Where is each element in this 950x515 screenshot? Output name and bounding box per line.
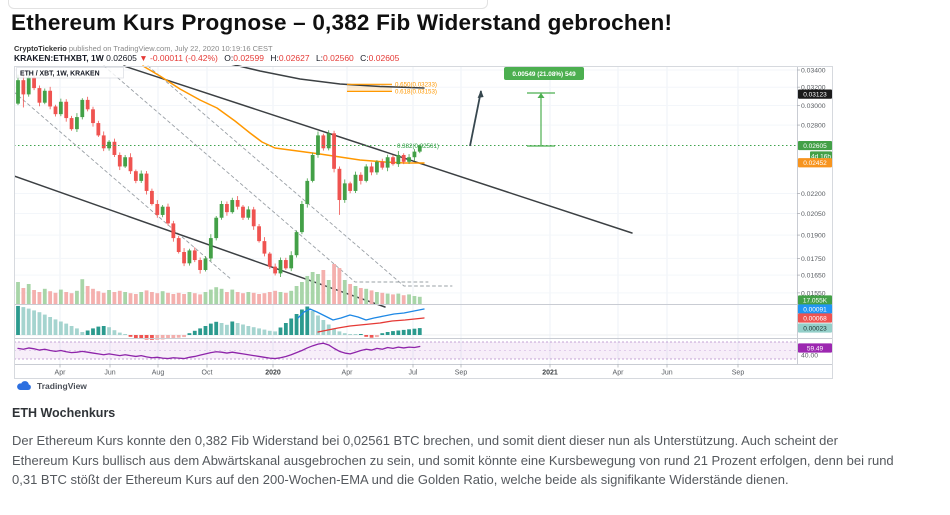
ema-orange-line — [142, 65, 425, 164]
fib-channel-dashed-line — [147, 65, 453, 287]
price-badge — [798, 313, 832, 323]
section-heading: ETH Wochenkurs — [12, 406, 116, 420]
breakout-arrow — [469, 90, 482, 147]
legend-box — [16, 67, 124, 79]
tradingview-logo-icon — [17, 381, 31, 391]
fib-channel-dashed-line — [103, 65, 429, 283]
high-value: 0.02627 — [278, 53, 310, 63]
measure-arrowhead — [537, 93, 545, 98]
price-badge-label: 0.00068 — [803, 315, 827, 322]
low-label: L: — [315, 53, 324, 63]
open-label: O: — [224, 53, 234, 63]
price-badge — [798, 89, 832, 99]
price-badge-label: 59.49 — [807, 345, 824, 352]
price-badge-label: 0.00023 — [803, 325, 827, 332]
time-axis-label: Apr — [342, 370, 354, 377]
chart-byline: CryptoTickerio published on TradingView.… — [14, 44, 273, 53]
chart-symbol-row: KRAKEN:ETHXBT, 1W 0.02605 ▼ -0.00011 (-0… — [14, 53, 399, 63]
article-paragraph: Der Ethereum Kurs konnte den 0,382 Fib W… — [12, 433, 894, 487]
time-axis-label: Sep — [455, 370, 468, 377]
measure-label: 0.00549 (21.08%) 549 — [512, 71, 576, 78]
fib-level-label: 0.650(0.03233) — [395, 81, 437, 88]
price-axis-label: 0.03000 — [801, 103, 826, 110]
oscillator-histogram — [16, 305, 422, 340]
rsi-line — [17, 342, 421, 360]
byline-author: CryptoTickerio — [14, 44, 67, 53]
tradingview-attribution[interactable]: TradingView — [16, 380, 87, 391]
last-price: 0.02605 — [106, 53, 137, 63]
price-badge — [798, 323, 832, 333]
volume-bars — [16, 264, 422, 304]
price-badge-label: 0.02605 — [803, 143, 827, 150]
price-badge-label: 4d 16h — [811, 153, 831, 160]
price-axis-label: 0.03200 — [801, 85, 826, 92]
chart-border — [14, 66, 833, 379]
time-axis-label: Aug — [152, 370, 165, 377]
price-badge-label: 0.00091 — [803, 306, 827, 313]
price-badge — [798, 343, 832, 353]
price-change: ▼ -0.00011 (-0.42%) — [139, 53, 218, 63]
fib-channel-dashed-line — [14, 91, 233, 281]
chart-legend: ETH / XBT, 1W, KRAKEN — [20, 70, 100, 77]
price-axis-label: 0.03400 — [801, 67, 826, 74]
price-axis-label: 0.02050 — [801, 211, 826, 218]
byline-text: published on TradingView.com, July 22, 2… — [66, 44, 273, 53]
time-axis-label: Apr — [55, 370, 67, 377]
price-badge — [798, 158, 832, 168]
tradingview-wordmark: TradingView — [37, 380, 87, 391]
price-axis-label: 0.02800 — [801, 122, 826, 129]
price-axis-label: 0.02200 — [801, 191, 826, 198]
price-badge — [798, 304, 832, 314]
close-value: 0.02605 — [368, 53, 400, 63]
price-badge — [798, 295, 832, 305]
measure-label-box — [504, 67, 584, 80]
price-axis-label: 0.01650 — [801, 273, 826, 280]
time-axis-label: Jun — [661, 370, 672, 377]
price-axis-label: 0.01550 — [801, 290, 826, 297]
close-label: C: — [360, 53, 369, 63]
fib-level-label: 0.618(0.03153) — [395, 89, 437, 96]
price-axis-label: 0.01900 — [801, 232, 826, 239]
time-axis-label: Sep — [732, 370, 745, 377]
candles — [16, 71, 422, 277]
price-badge-label: 17.055K — [803, 297, 828, 304]
ema-200w-line — [231, 65, 425, 89]
tradingview-chart: 0.382(0.02561) 0.650(0.03233)0.618(0.0315… — [14, 65, 833, 379]
time-axis-label: 2020 — [265, 370, 281, 377]
high-label: H: — [270, 53, 279, 63]
open-value: 0.02599 — [233, 53, 264, 63]
price-axis-label: 0.01750 — [801, 256, 826, 263]
time-axis-label: Apr — [613, 370, 625, 377]
price-badge-label: 0.02452 — [803, 160, 827, 167]
low-value: 0.02560 — [323, 53, 354, 63]
golden-pocket-zone — [347, 84, 392, 92]
oscillator-red-line — [317, 317, 425, 333]
chart-background — [14, 66, 833, 379]
article-headline: Ethereum Kurs Prognose – 0,382 Fib Wider… — [11, 10, 673, 35]
time-axis-label: Oct — [202, 370, 213, 377]
fib-0382-label: 0.382(0.02561) — [397, 143, 439, 150]
breakout-arrowhead — [477, 90, 484, 98]
price-badge — [798, 140, 832, 151]
oscillator-blue-line — [297, 308, 425, 321]
downtrend-channel-top-line — [123, 65, 633, 234]
time-axis-label: 2021 — [542, 370, 558, 377]
truncated-top-box — [8, 0, 488, 9]
rsi-axis-label: 40.00 — [801, 352, 818, 359]
symbol-label: KRAKEN:ETHXBT, 1W — [14, 53, 104, 63]
time-axis-label: Jul — [409, 370, 418, 377]
price-badge-label: 0.03123 — [803, 92, 827, 99]
time-axis-label: Jun — [104, 370, 115, 377]
time-axis-strip — [14, 364, 833, 379]
